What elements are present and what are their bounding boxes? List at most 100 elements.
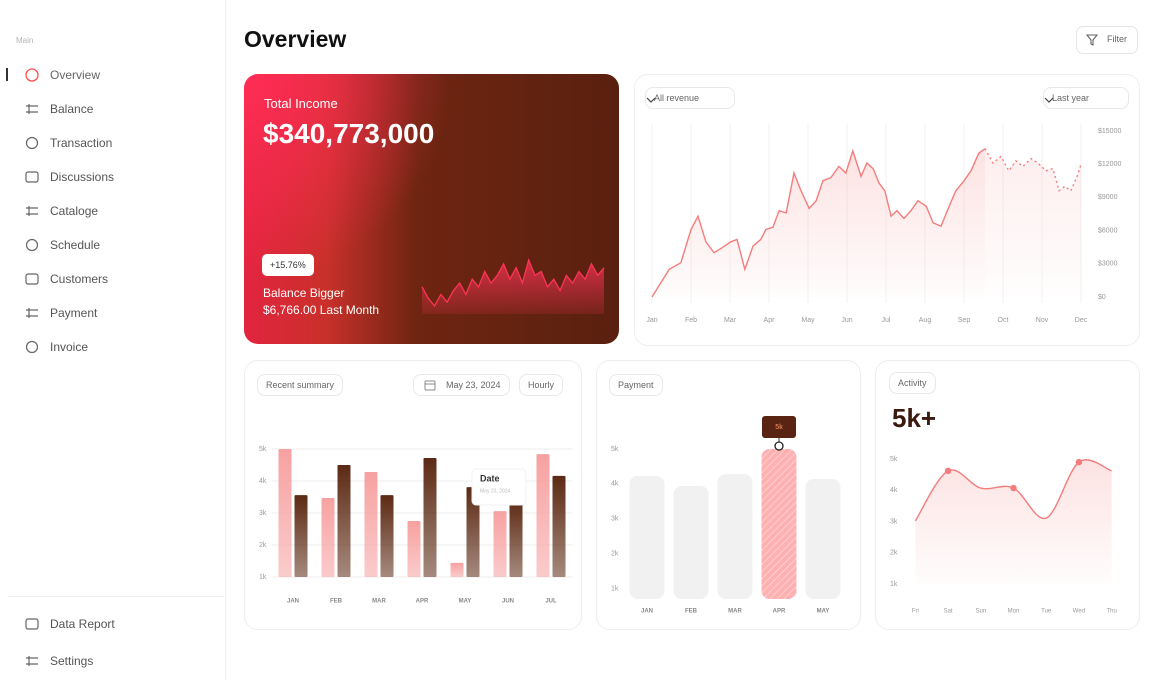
income-amount: $340,773,000 — [263, 118, 435, 149]
y-tick-label: $6000 — [1098, 227, 1118, 234]
income-last-month: $6,766.00 Last Month — [263, 303, 380, 317]
nav-item[interactable]: Schedule — [0, 233, 215, 257]
nav-item[interactable]: Data Report — [0, 612, 215, 636]
x-tick-label: Aug — [919, 317, 932, 324]
summary-interval[interactable]: Hourly — [519, 374, 564, 396]
nav-item[interactable]: Payment — [0, 301, 215, 325]
line-area — [652, 148, 986, 297]
filter-label: Filter — [1107, 34, 1127, 44]
tooltip-point — [774, 441, 784, 451]
x-tick-label: MAR — [372, 599, 386, 605]
x-tick-label: Mar — [724, 317, 737, 324]
y-tick-label: $0 — [1098, 294, 1106, 301]
nav-item[interactable]: Cataloge — [0, 199, 215, 223]
icon-shape — [25, 273, 39, 285]
nav-label: Cataloge — [50, 204, 99, 218]
nav-icon — [25, 340, 39, 354]
nav-label: Overview — [50, 68, 101, 82]
bar — [673, 485, 709, 599]
nav-label: Payment — [50, 306, 98, 320]
summary-date[interactable]: May 23, 2024 — [413, 374, 510, 396]
x-tick-label: Oct — [998, 317, 1009, 324]
x-tick-label: Nov — [1036, 317, 1049, 324]
y-tick-label: 1k — [890, 581, 898, 588]
tooltip-label: 5k — [775, 424, 783, 431]
nav-item[interactable]: Customers — [0, 267, 215, 291]
nav-icon — [26, 308, 38, 318]
icon-shape — [25, 68, 39, 82]
x-tick-label: Tue — [1041, 609, 1052, 615]
revenue-period-label: Last year — [1052, 93, 1090, 103]
tooltip-box — [762, 416, 796, 438]
nav-icon — [25, 238, 39, 252]
calendar-icon — [424, 380, 436, 391]
activity-card: 1k 2k 3k 4k 5k Fri Sat Sun Mon Tue Wed Thu Activity… — [875, 360, 1140, 630]
y-tick-label: 3k — [611, 516, 619, 523]
x-tick-label: Jul — [882, 317, 891, 324]
x-tick-label: Wed — [1073, 609, 1085, 615]
summary-card: 1k 2k 3k 4k 5k JAN FEB MAR APR MAY JUN JUL Date May 2… — [244, 360, 582, 630]
nav-item[interactable]: Overview — [0, 63, 215, 87]
page-title: Overview — [244, 26, 347, 52]
nav-item[interactable]: Balance — [0, 97, 215, 121]
chevron — [646, 97, 656, 103]
revenue-chart: $0 $3000 $6000 $9000 $12000 $15000 Jan Feb Mar Ap… — [646, 123, 1121, 324]
bar — [536, 454, 550, 577]
payment-chart: 1k 2k 3k 4k 5k JAN FEB MAR APR MAY 5k — [611, 416, 841, 615]
nav-item[interactable]: Discussions — [0, 165, 215, 189]
icon-shape — [26, 308, 38, 318]
nav-label: Transaction — [50, 136, 113, 150]
point-marker — [1010, 484, 1017, 492]
bar — [337, 465, 351, 577]
x-tick-label: Sat — [944, 609, 953, 615]
y-tick-label: 5k — [611, 446, 619, 453]
bar — [509, 499, 523, 577]
activity-title: Activity — [889, 372, 936, 394]
line — [651, 148, 986, 298]
x-tick-label: FEB — [330, 599, 343, 605]
x-tick-label: Sep — [958, 317, 971, 324]
summary-chart: 1k 2k 3k 4k 5k JAN FEB MAR APR MAY JUN JUL Date May 2… — [259, 446, 573, 605]
x-tick-label: MAR — [728, 609, 742, 615]
nav-icon — [26, 104, 38, 114]
y-tick-label: $15000 — [1098, 128, 1121, 135]
nav-label: Balance — [50, 102, 94, 116]
filter-button[interactable]: Filter — [1076, 26, 1138, 54]
x-tick-label: FEB — [685, 609, 698, 615]
tooltip-box — [471, 468, 527, 506]
nav-item[interactable]: Settings — [0, 649, 215, 673]
income-card: Total Income $340,773,000 +15.76% Balanc… — [244, 74, 619, 344]
revenue-period[interactable]: Last year — [1043, 87, 1129, 109]
nav-item[interactable]: Invoice — [0, 335, 215, 359]
icon-shape — [25, 136, 39, 150]
y-tick-label: 4k — [259, 478, 267, 485]
bar — [717, 474, 753, 599]
x-tick-label: Mon — [1008, 609, 1020, 615]
bar — [294, 495, 308, 577]
x-tick-label: APR — [773, 609, 786, 615]
x-tick-label: Jan — [646, 317, 657, 324]
icon-shape — [25, 340, 39, 354]
nav-item[interactable]: Transaction — [0, 131, 215, 155]
y-tick-label: 2k — [259, 542, 267, 549]
nav-label: Discussions — [50, 170, 115, 184]
icon-shape — [25, 171, 39, 183]
nav-icon — [26, 206, 38, 216]
payment-card: 1k 2k 3k 4k 5k JAN FEB MAR APR MAY 5k Payment — [596, 360, 861, 630]
x-tick-label: JAN — [287, 599, 299, 605]
nav-label: Schedule — [50, 238, 101, 252]
y-tick-label: 3k — [890, 518, 898, 525]
nav-label: Customers — [50, 272, 109, 286]
icon-shape — [26, 656, 38, 666]
revenue-filter[interactable]: All revenue — [645, 87, 735, 109]
bar — [321, 497, 335, 577]
revenue-filter-label: All revenue — [654, 93, 700, 103]
summary-date-label: May 23, 2024 — [446, 380, 501, 390]
bar — [493, 511, 507, 577]
x-tick-label: JAN — [641, 609, 653, 615]
bar — [407, 521, 421, 577]
payment-title: Payment — [609, 374, 663, 396]
nav-icon — [25, 273, 39, 285]
x-tick-label: Fri — [912, 609, 919, 615]
